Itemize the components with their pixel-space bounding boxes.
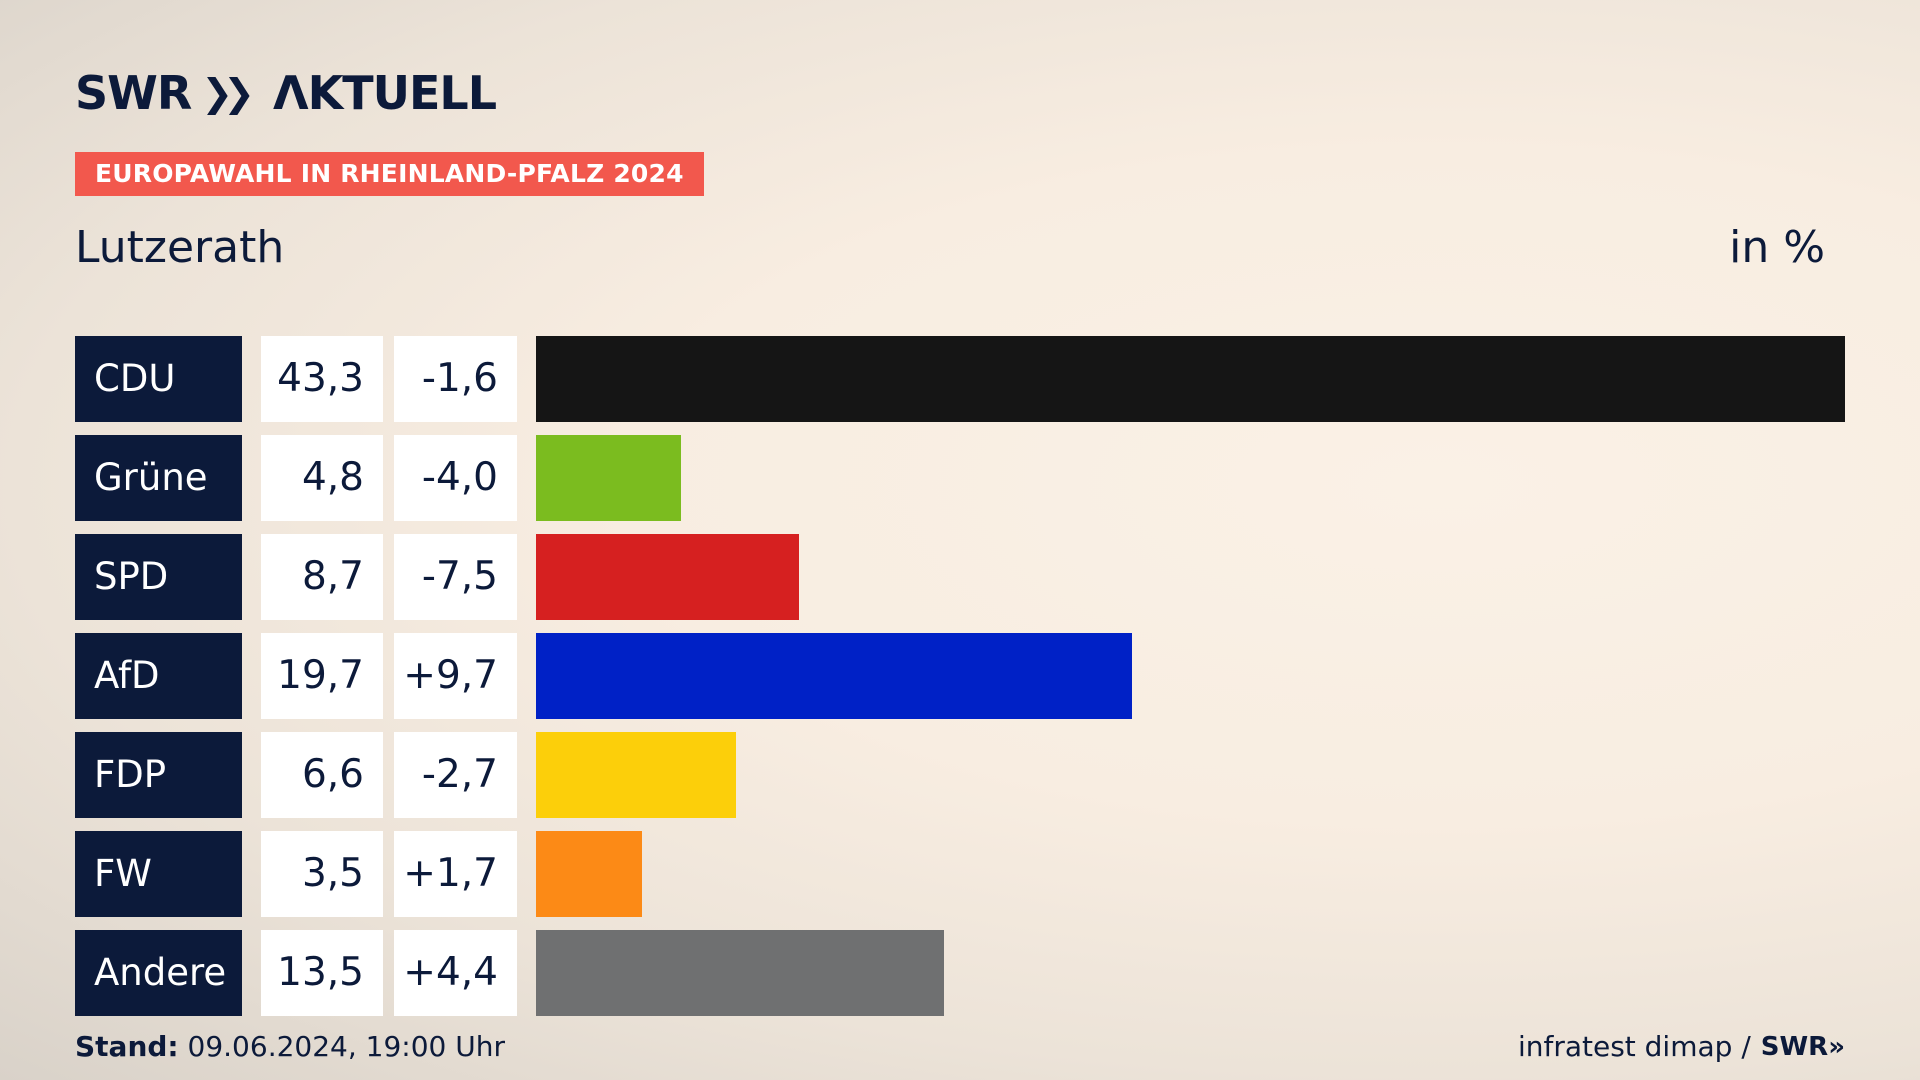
change-value: -2,7 — [394, 732, 517, 818]
logo-swr-text: SWR — [75, 66, 192, 120]
bar-row: SPD 8,7 -7,5 — [75, 534, 1845, 620]
unit-label: in % — [1729, 222, 1825, 273]
chart-subtitle: Lutzerath — [75, 222, 285, 273]
bar — [536, 534, 799, 620]
bar — [536, 633, 1132, 719]
bar — [536, 732, 736, 818]
bar-row: Grüne 4,8 -4,0 — [75, 435, 1845, 521]
stand-label: Stand: — [75, 1030, 179, 1063]
result-value: 3,5 — [261, 831, 383, 917]
party-label: Grüne — [75, 435, 242, 521]
bar-row: FDP 6,6 -2,7 — [75, 732, 1845, 818]
party-label: SPD — [75, 534, 242, 620]
party-label: CDU — [75, 336, 242, 422]
bar — [536, 930, 944, 1016]
party-label: FW — [75, 831, 242, 917]
change-value: -7,5 — [394, 534, 517, 620]
bar-row: CDU 43,3 -1,6 — [75, 336, 1845, 422]
source-text: infratest dimap / — [1517, 1030, 1751, 1063]
result-value: 4,8 — [261, 435, 383, 521]
result-value: 19,7 — [261, 633, 383, 719]
bar-row: FW 3,5 +1,7 — [75, 831, 1845, 917]
change-value: -1,6 — [394, 336, 517, 422]
party-label: AfD — [75, 633, 242, 719]
bar — [536, 435, 681, 521]
party-label: Andere — [75, 930, 242, 1016]
swr-aktuell-logo: SWR ❯❯ ΛKTUELL — [75, 66, 497, 120]
bar — [536, 336, 1845, 422]
logo-aktuell-text: ΛKTUELL — [272, 66, 497, 120]
change-value: +1,7 — [394, 831, 517, 917]
source-footer: infratest dimap / SWR» — [1518, 1030, 1845, 1063]
chevrons-icon: ❯❯ — [201, 71, 255, 115]
bar — [536, 831, 642, 917]
bar-row: Andere 13,5 +4,4 — [75, 930, 1845, 1016]
result-value: 8,7 — [261, 534, 383, 620]
stand-footer: Stand: 09.06.2024, 19:00 Uhr — [75, 1030, 505, 1063]
stand-value: 09.06.2024, 19:00 Uhr — [187, 1030, 505, 1063]
result-value: 6,6 — [261, 732, 383, 818]
change-value: -4,0 — [394, 435, 517, 521]
result-value: 13,5 — [261, 930, 383, 1016]
swr-mini-logo: SWR» — [1760, 1031, 1845, 1062]
change-value: +4,4 — [394, 930, 517, 1016]
result-value: 43,3 — [261, 336, 383, 422]
bar-row: AfD 19,7 +9,7 — [75, 633, 1845, 719]
party-label: FDP — [75, 732, 242, 818]
election-badge: EUROPAWAHL IN RHEINLAND-PFALZ 2024 — [75, 152, 704, 196]
change-value: +9,7 — [394, 633, 517, 719]
